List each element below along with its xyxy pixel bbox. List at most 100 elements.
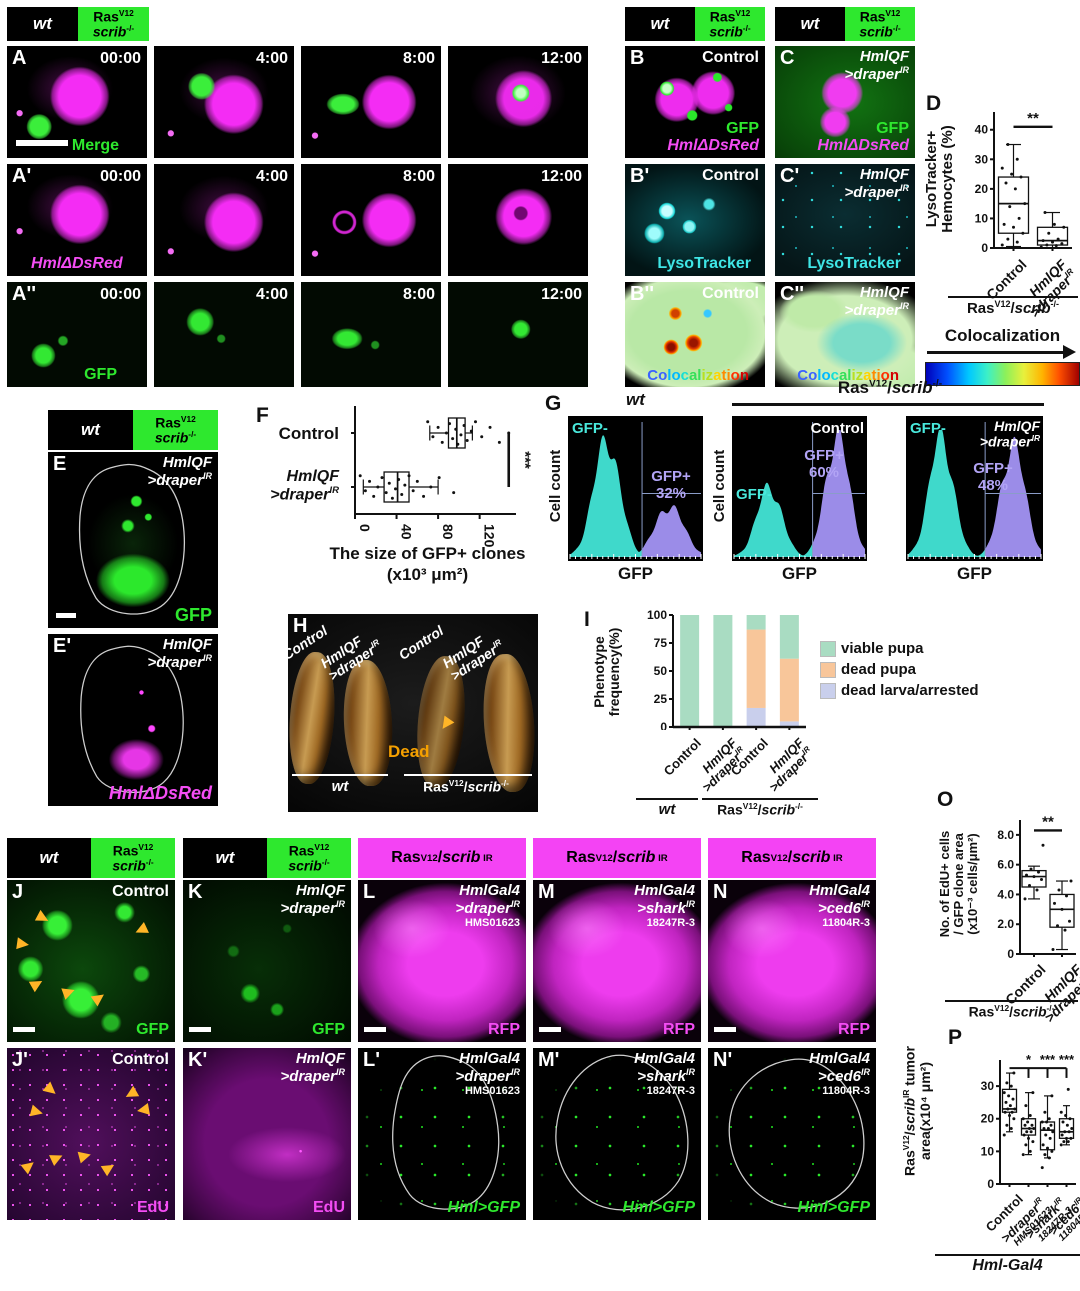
g2-x-axis-label: GFP — [957, 564, 992, 583]
chart-o-edu-boxplot: 0 2.0 4.0 6.0 8.0 ** — [997, 813, 1076, 958]
svg-text:80: 80 — [440, 524, 456, 540]
arrowhead-icon — [28, 975, 46, 993]
i-group-wt: wt — [636, 798, 698, 818]
gfp-channel-label: GFP — [174, 605, 212, 626]
hml-gfp-channel-label: Hml>GFP — [622, 1199, 695, 1217]
o-group-label: RasV12/scrib-/- — [945, 1000, 1078, 1020]
disc-outline-icon — [555, 1054, 689, 1211]
genotype-header-b: wt RasV12 scrib-/- — [625, 7, 765, 41]
arrowhead-icon — [90, 989, 108, 1007]
panel-letter: B'' — [630, 283, 654, 305]
edu-channel-label: EdU — [137, 1199, 169, 1217]
colocalization-channel-label: Colocalization — [647, 367, 749, 385]
svg-text:25: 25 — [654, 692, 668, 706]
panel-j1: J' Control EdU — [7, 1048, 175, 1220]
genotype-wt-label: wt — [775, 7, 845, 41]
arrowhead-icon — [100, 1159, 118, 1177]
panel-letter: C'' — [780, 283, 804, 305]
svg-text:0: 0 — [357, 524, 373, 532]
timestamp: 00:00 — [100, 50, 141, 67]
g0-y-axis-label: Cell count — [547, 449, 564, 523]
chart-g-flow-draper — [906, 416, 1043, 561]
panel-a1-frame-3: 8:00 — [301, 164, 441, 276]
scale-bar — [714, 1027, 736, 1032]
rfp-channel-label: RFP — [488, 1021, 520, 1039]
legend-swatch-dead-larva — [820, 682, 836, 699]
f-x-axis-label: The size of GFP+ clones (x10³ μm²) — [329, 544, 526, 585]
svg-text:50: 50 — [654, 664, 668, 678]
h-label-control-2: Control — [395, 622, 447, 663]
genotype-wt-label: wt — [183, 838, 267, 878]
svg-text:20: 20 — [981, 1112, 995, 1126]
legend-swatch-dead-pupa — [820, 661, 836, 678]
panel-title: Control — [702, 167, 759, 184]
panel-letter-g: G — [545, 392, 562, 415]
chart-d-lysotracker-boxplot: 0 10 20 30 40 ** — [975, 110, 1072, 252]
svg-text:20: 20 — [975, 182, 989, 196]
panel-a-frame-3: 8:00 — [301, 46, 441, 158]
panel-a2-frame-4: 12:00 — [448, 282, 588, 387]
panel-title: HmlQF >draperIR — [280, 1050, 345, 1085]
genotype-ras-label: RasV12 scrib-/- — [91, 838, 175, 878]
dsred-channel-label: HmlΔDsRed — [108, 783, 212, 804]
panel-title: HmlQF >draperIR — [147, 636, 212, 671]
colocalization-colorbar — [925, 362, 1080, 386]
genotype-ras-label: RasV12 scrib-/- — [695, 7, 765, 41]
legend-item: dead larva/arrested — [820, 682, 979, 699]
lysotracker-channel-label: LysoTracker — [657, 255, 751, 273]
arrowhead-icon — [42, 1081, 60, 1099]
arrowhead-icon — [49, 1150, 65, 1166]
svg-text:**: ** — [1027, 110, 1039, 127]
genotype-wt-label: wt — [7, 838, 91, 878]
g1-x-axis-label: GFP — [782, 564, 817, 583]
panel-m1: M' HmlGal4 >sharkIR 18247R-3 Hml>GFP — [533, 1048, 701, 1220]
panel-letter: K — [188, 881, 203, 903]
g1-gfp-pos-label: GFP+ 60% — [804, 447, 844, 482]
panel-c1: C' HmlQF >draperIR LysoTracker — [775, 164, 915, 276]
panel-a1-frame-1: A' 00:00 HmlΔDsRed — [7, 164, 147, 276]
svg-text:120: 120 — [482, 524, 498, 548]
panel-b: B Control GFP HmlΔDsRed — [625, 46, 765, 158]
h-group-ras: RasV12/scrib-/- — [423, 778, 509, 795]
panel-h: H Control HmlQF >draperIR Control HmlQF … — [288, 614, 538, 812]
colocalization-channel-label: Colocalization — [797, 367, 899, 385]
genotype-ras-label: RasV12 scrib-/- — [78, 7, 149, 41]
channel-labels: GFP HmlΔDsRed — [667, 121, 759, 155]
timestamp: 8:00 — [402, 168, 435, 185]
ras-scrib-ir-header-n: Ras V12/scrib IR — [708, 838, 876, 878]
panel-l: L HmlGal4 >draperIR HMS01623 RFP — [358, 880, 526, 1042]
svg-text:0: 0 — [987, 1177, 994, 1188]
g2-gfp-pos-label: GFP+ 48% — [973, 460, 1013, 495]
g2-gfp-neg-label: GFP- — [910, 420, 946, 437]
ras-scrib-ir-header-l: Ras V12/scrib IR — [358, 838, 526, 878]
arrowhead-icon — [136, 1103, 150, 1117]
svg-text:2.0: 2.0 — [997, 917, 1014, 931]
panel-letter: M — [538, 881, 555, 903]
genotype-header-j: wt RasV12 scrib-/- — [7, 838, 175, 878]
timestamp: 00:00 — [100, 168, 141, 185]
svg-text:30: 30 — [981, 1079, 995, 1093]
timestamp: 4:00 — [255, 168, 288, 185]
g-group-title: RasV12/scrib-/- — [837, 378, 943, 397]
panel-letter: B' — [630, 165, 650, 187]
panel-letter: E' — [53, 635, 72, 657]
timestamp: 12:00 — [541, 168, 582, 185]
timestamp: 4:00 — [255, 50, 288, 67]
gfp-channel-label: GFP — [876, 120, 909, 138]
colocalization-arrow-shaft — [927, 351, 1065, 354]
chart-i-phenotype-bars: 0 25 50 75 100 — [647, 610, 806, 730]
genotype-wt-label: wt — [7, 7, 78, 41]
panel-title: HmlQF >draperIR — [280, 882, 345, 917]
svg-text:*: * — [1026, 1052, 1032, 1067]
svg-text:10: 10 — [981, 1144, 995, 1158]
chart-g-flow-control — [732, 416, 867, 561]
p-y-axis-label: RasV12/scribIR tumor area(x10⁴ μm²) — [901, 1046, 933, 1176]
panel-title: Control — [112, 1051, 169, 1068]
panel-letter-d: D — [926, 92, 942, 115]
arrowhead-icon — [122, 1085, 140, 1103]
genotype-header-k: wt RasV12 scrib-/- — [183, 838, 351, 878]
panel-b2: B'' Control Colocalization — [625, 282, 765, 387]
scale-bar — [539, 1027, 561, 1032]
channel-labels: GFP HmlΔDsRed — [817, 121, 909, 155]
panel-letter: K' — [188, 1049, 208, 1071]
